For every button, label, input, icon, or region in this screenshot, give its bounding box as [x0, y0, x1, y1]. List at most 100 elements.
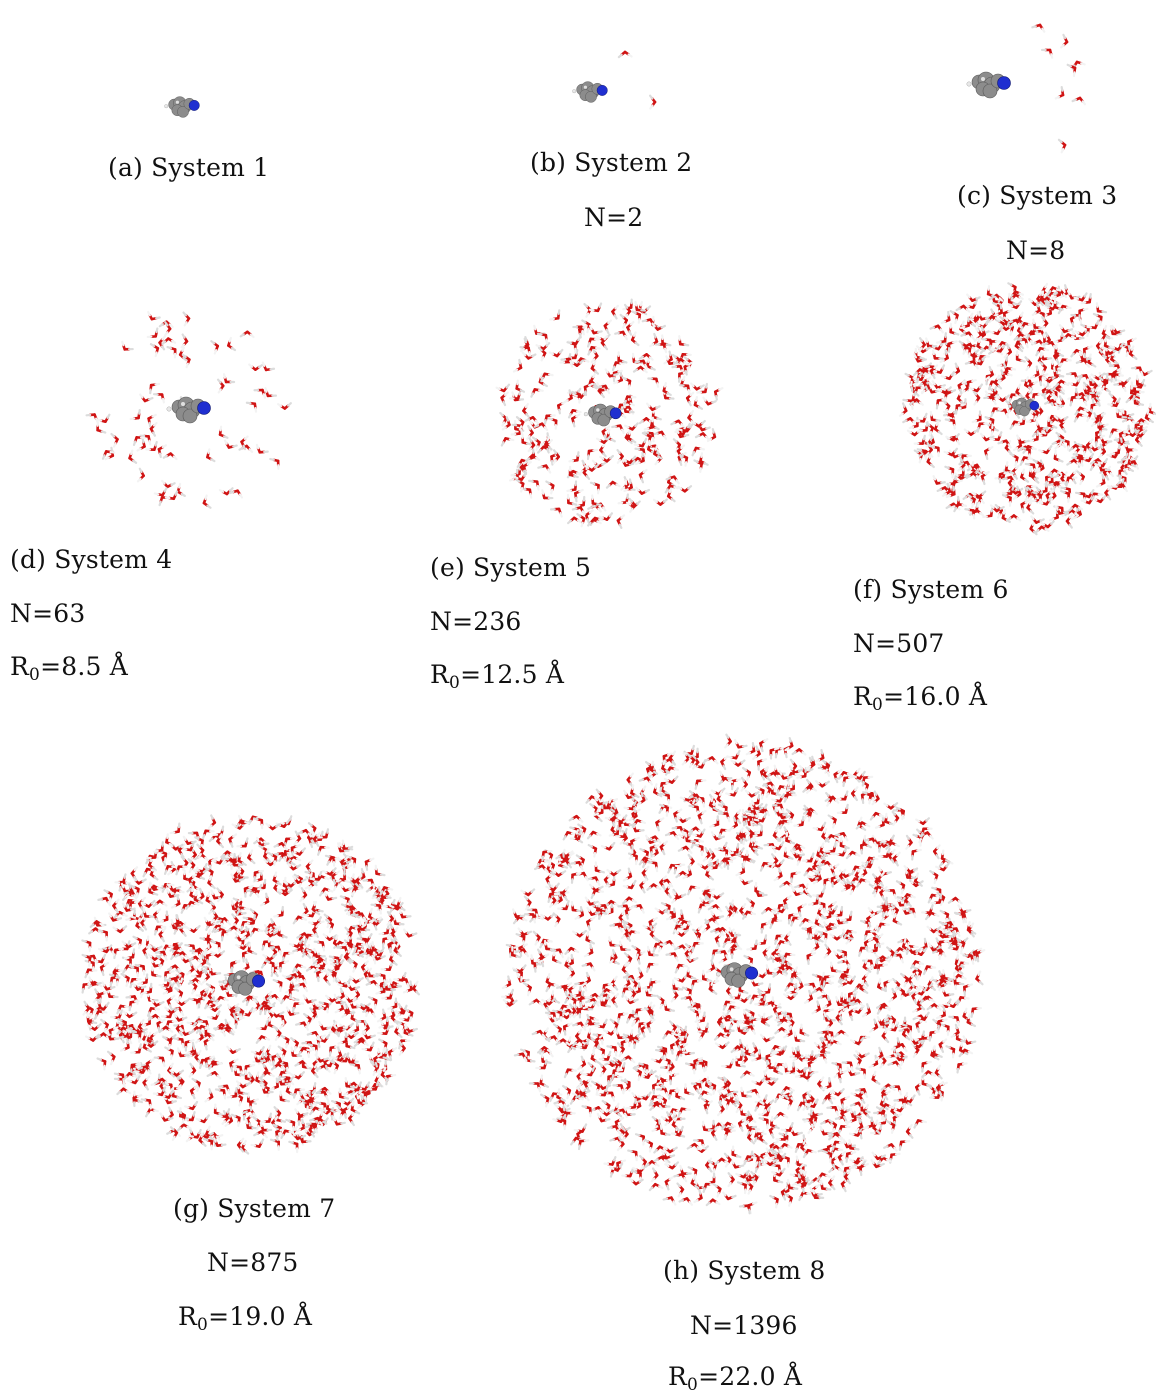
water-molecule: [340, 843, 352, 849]
water-molecule: [666, 885, 671, 898]
water-molecule: [785, 738, 792, 750]
water-molecule: [837, 792, 847, 800]
water-molecule: [1017, 351, 1025, 361]
water-molecule: [632, 312, 639, 323]
water-molecule: [703, 398, 715, 404]
water-molecule: [964, 984, 972, 995]
water-molecule: [575, 1124, 586, 1131]
water-molecule: [142, 901, 155, 907]
water-molecule: [706, 1174, 714, 1184]
water-molecule: [304, 995, 316, 1002]
water-molecule: [98, 415, 110, 422]
water-molecule: [1150, 404, 1156, 415]
water-molecule: [534, 932, 540, 945]
water-molecule: [863, 973, 868, 986]
water-molecule: [159, 445, 166, 457]
water-molecule: [708, 429, 715, 441]
water-molecule: [915, 436, 925, 444]
water-molecule: [583, 1068, 594, 1075]
water-molecule: [710, 893, 723, 898]
water-molecule: [1067, 515, 1072, 528]
water-molecule: [600, 1052, 611, 1060]
water-molecule: [1031, 367, 1038, 378]
water-molecule: [666, 832, 678, 839]
water-molecule: [283, 953, 293, 961]
water-molecule: [707, 1200, 720, 1205]
water-molecule: [500, 413, 506, 426]
water-molecule: [705, 758, 718, 764]
water-molecule: [728, 751, 739, 758]
water-molecule: [144, 1077, 149, 1090]
water-molecule: [668, 865, 679, 872]
water-molecule: [191, 1086, 197, 1098]
water-molecule: [671, 421, 684, 427]
water-molecule: [281, 1131, 293, 1138]
water-molecule: [269, 1017, 276, 1028]
water-molecule: [178, 484, 185, 496]
water-molecule: [575, 490, 582, 501]
water-molecule: [986, 367, 992, 379]
water-molecule: [502, 393, 508, 405]
water-molecule: [512, 466, 521, 475]
water-molecule: [905, 1093, 912, 1105]
water-molecule: [825, 945, 830, 958]
water-molecule: [695, 845, 703, 855]
water-molecule: [949, 341, 957, 351]
water-molecule: [894, 853, 900, 866]
water-molecule: [622, 1169, 633, 1177]
water-molecule: [261, 1114, 271, 1122]
cluster-radius-label: R0=16.0 Å: [853, 684, 987, 709]
water-molecule: [162, 339, 175, 344]
water-molecule: [294, 917, 306, 923]
water-molecule: [799, 904, 806, 916]
water-molecule: [725, 1154, 730, 1167]
molecule-render-system-5: [488, 290, 738, 540]
water-molecule: [641, 880, 647, 893]
water-molecule: [906, 836, 911, 849]
water-molecule: [838, 805, 848, 813]
water-molecule: [347, 983, 359, 990]
cluster-radius-label: R0=22.0 Å: [668, 1364, 802, 1389]
molecule-render-system-4: [80, 300, 310, 530]
water-molecule: [704, 848, 710, 861]
water-molecule: [775, 1113, 788, 1118]
water-molecule: [632, 946, 639, 958]
water-molecule: [941, 911, 948, 922]
water-molecule: [522, 489, 531, 498]
water-molecule: [775, 1028, 788, 1033]
water-molecule: [205, 1089, 212, 1101]
water-molecule: [620, 942, 630, 950]
water-molecule: [647, 358, 654, 369]
water-molecule: [519, 929, 531, 935]
water-molecule: [274, 873, 281, 885]
molecule-render-system-7: [62, 805, 442, 1170]
water-molecule: [227, 1047, 240, 1053]
water-molecule: [900, 1141, 909, 1150]
water-molecule: [211, 341, 217, 353]
water-molecule: [618, 450, 623, 463]
water-molecule: [270, 459, 278, 469]
water-molecule: [576, 907, 583, 919]
water-molecule: [315, 942, 324, 951]
water-molecule: [1075, 329, 1088, 335]
water-molecule: [578, 1070, 583, 1083]
water-molecule: [1005, 345, 1011, 358]
water-molecule: [777, 942, 789, 949]
water-molecule: [295, 1062, 308, 1068]
water-molecule: [770, 920, 781, 928]
water-molecule: [675, 910, 682, 921]
water-molecule: [686, 1084, 694, 1094]
water-molecule: [640, 354, 653, 359]
water-molecule: [732, 1160, 744, 1167]
water-molecule: [762, 908, 775, 913]
water-molecule: [889, 1062, 901, 1068]
water-molecule: [970, 385, 982, 391]
water-molecule: [573, 508, 585, 515]
water-molecule: [978, 312, 990, 319]
water-molecule: [215, 1105, 223, 1115]
water-molecule: [787, 833, 795, 844]
water-molecule: [592, 361, 598, 374]
water-molecule: [704, 1184, 714, 1192]
cluster-svg: [80, 300, 310, 530]
water-molecule: [207, 449, 214, 461]
